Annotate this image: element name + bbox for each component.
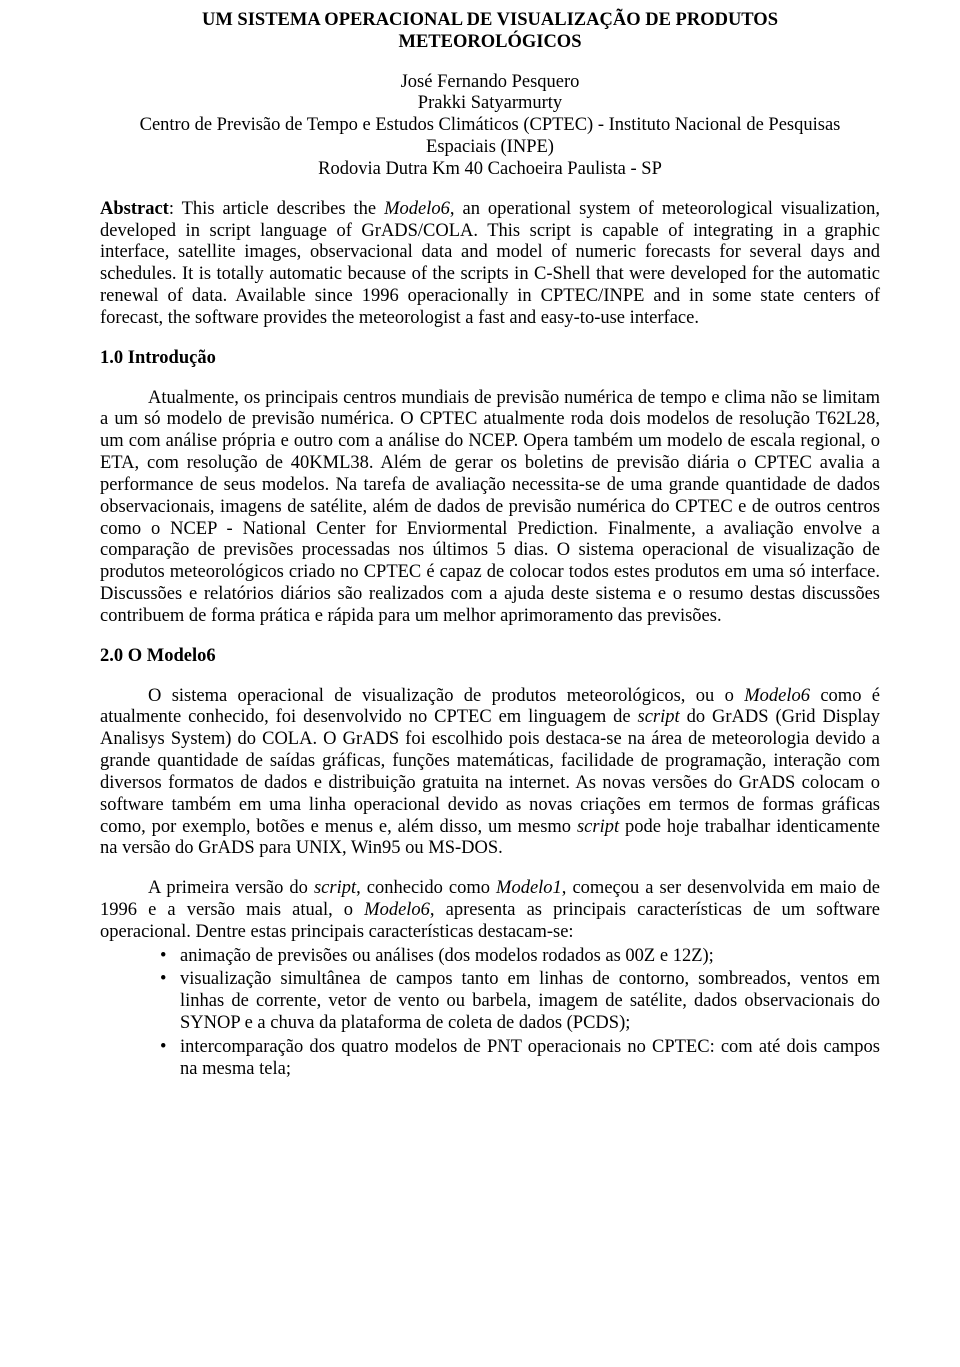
list-item-text: intercomparação dos quatro modelos de PN…	[180, 1037, 880, 1079]
title-line-2: METEOROLÓGICOS	[399, 32, 582, 52]
p2-script: script	[314, 878, 356, 898]
abstract-pre: : This article describes the	[169, 199, 384, 219]
section-heading-intro: 1.0 Introdução	[100, 348, 880, 370]
paper-title: UM SISTEMA OPERACIONAL DE VISUALIZAÇÃO D…	[100, 10, 880, 54]
page: UM SISTEMA OPERACIONAL DE VISUALIZAÇÃO D…	[0, 0, 960, 1123]
modelo6-paragraph-1: O sistema operacional de visualização de…	[100, 686, 880, 861]
list-item: animação de previsões ou análises (dos m…	[160, 946, 880, 968]
list-item-text: visualização simultânea de campos tanto …	[180, 969, 880, 1033]
p1-modelo6: Modelo6	[744, 686, 810, 706]
affiliation-line-1: Centro de Previsão de Tempo e Estudos Cl…	[140, 115, 841, 135]
p2-part-a: A primeira versão do	[148, 878, 314, 898]
p2-modelo1: Modelo1	[496, 878, 562, 898]
abstract-model-name: Modelo6	[384, 199, 450, 219]
p1-part-a: O sistema operacional de visualização de…	[148, 686, 744, 706]
p2-part-b: , conhecido como	[356, 878, 496, 898]
p2-modelo6: Modelo6	[364, 900, 430, 920]
p1-script-1: script	[638, 707, 680, 727]
p1-script-2: script	[577, 817, 619, 837]
list-item-text: animação de previsões ou análises (dos m…	[180, 946, 714, 966]
affiliation-line-3: Rodovia Dutra Km 40 Cachoeira Paulista -…	[318, 159, 662, 179]
modelo6-paragraph-2: A primeira versão do script, conhecido c…	[100, 878, 880, 943]
feature-list: animação de previsões ou análises (dos m…	[100, 946, 880, 1081]
affiliation-line-2: Espaciais (INPE)	[426, 137, 554, 157]
author-block: José Fernando Pesquero Prakki Satyarmurt…	[100, 72, 880, 181]
abstract-label: Abstract	[100, 199, 169, 219]
title-line-1: UM SISTEMA OPERACIONAL DE VISUALIZAÇÃO D…	[202, 10, 778, 30]
list-item: visualização simultânea de campos tanto …	[160, 969, 880, 1034]
author-name-1: José Fernando Pesquero	[401, 72, 580, 92]
author-name-2: Prakki Satyarmurty	[418, 93, 562, 113]
section-heading-modelo6: 2.0 O Modelo6	[100, 646, 880, 668]
list-item: intercomparação dos quatro modelos de PN…	[160, 1037, 880, 1081]
intro-paragraph: Atualmente, os principais centros mundia…	[100, 388, 880, 628]
abstract: Abstract: This article describes the Mod…	[100, 199, 880, 330]
